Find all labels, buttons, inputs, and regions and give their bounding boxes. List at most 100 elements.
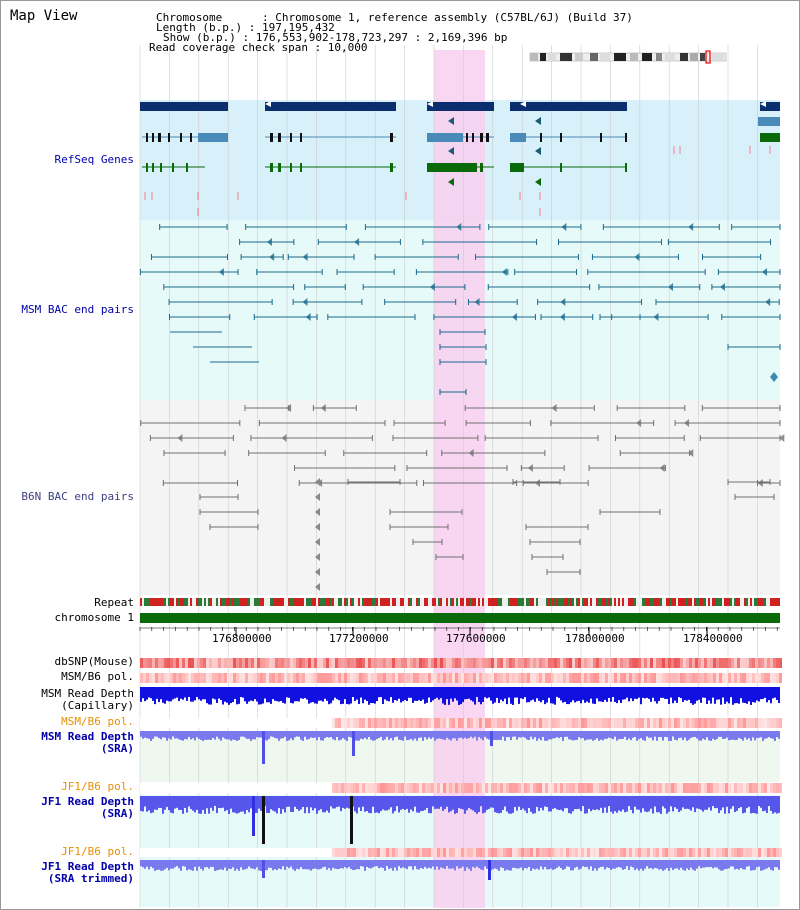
heat-cell [149,848,152,857]
heat-cell [503,718,506,728]
read-depth-bar [396,860,398,871]
heat-cell [743,848,746,857]
heat-cell [329,673,332,683]
repeat-mark [358,598,360,606]
heat-cell [497,658,500,668]
read-depth-bar [452,731,454,739]
heat-cell [713,658,716,668]
heat-cell [212,848,215,857]
heat-cell [185,783,188,793]
heat-cell [479,658,482,668]
repeat-mark [146,598,148,606]
heat-cell [614,718,617,728]
read-depth-bar [438,687,440,700]
read-depth-bar [458,687,460,705]
track-label-msm-bac[interactable]: MSM BAC end pairs [21,303,134,316]
read-depth-bar [712,796,714,807]
heat-cell [527,783,530,793]
read-depth-bar [618,731,620,740]
read-depth-bar [610,860,612,870]
read-depth-bar [468,796,470,808]
read-depth-bar [730,687,732,698]
repeat-mark [258,598,260,606]
read-depth-bar [470,860,472,871]
read-depth-bar [496,796,498,813]
read-depth-bar [410,687,412,698]
read-depth-bar [704,687,706,698]
read-depth-bar [464,687,466,700]
read-depth-bar [690,796,692,811]
heat-cell [293,848,296,857]
repeat-mark [534,598,536,606]
heat-cell [773,658,776,668]
heat-cell [209,718,212,728]
read-depth-bar [702,860,704,868]
read-depth-bar [706,731,708,738]
track-label-jf1-depth-trim-2: (SRA trimmed) [47,872,134,885]
read-depth-bar [418,796,420,813]
read-depth-bar [506,731,508,737]
read-depth-bar [320,796,322,810]
heat-cell [335,783,338,793]
read-depth-bar [170,687,172,702]
read-depth-bar [238,796,240,813]
heat-cell [272,848,275,857]
read-depth-bar [328,860,330,869]
read-depth-bar [484,860,486,867]
heat-cell [485,718,488,728]
track-label-b6n-bac[interactable]: B6N BAC end pairs [21,490,134,503]
read-depth-bar [746,860,748,867]
read-depth-bar [260,796,262,811]
read-depth-bar [648,687,650,699]
heat-cell [509,718,512,728]
heat-cell [758,673,761,683]
read-depth-bar [470,796,472,810]
heat-cell [572,848,575,857]
read-depth-bar [508,731,510,738]
heat-cell [410,848,413,857]
heat-cell [335,718,338,728]
heat-cell [632,718,635,728]
heat-cell [320,718,323,728]
heat-cell [338,673,341,683]
read-depth-bar [640,796,642,813]
heat-cell [548,658,551,668]
repeat-mark [322,598,324,606]
read-depth-bar [432,687,434,701]
read-depth-bar [568,731,570,740]
read-depth-bar [484,687,486,698]
msm-bac-pair-arrow [634,253,640,261]
read-depth-bar [544,860,546,867]
heat-cell [632,848,635,857]
read-depth-bar [676,860,678,869]
repeat-mark [696,598,698,606]
read-depth-bar [232,687,234,703]
read-depth-bar [538,731,540,739]
read-depth-bar [490,687,492,701]
heat-cell [569,658,572,668]
heat-cell [536,783,539,793]
heat-cell [596,848,599,857]
b6n-bac-arrow [315,508,320,516]
refseq-gene-block [760,133,780,142]
heat-cell [593,718,596,728]
heat-cell [140,783,143,793]
heat-cell [674,718,677,728]
heat-cell [320,658,323,668]
read-depth-bar [280,731,282,739]
read-depth-bar [206,731,208,740]
read-depth-bar [148,731,150,739]
read-depth-bar [322,687,324,702]
read-depth-bar [278,796,280,809]
heat-cell [383,783,386,793]
read-depth-bar [570,796,572,814]
repeat-mark [688,598,690,606]
repeat-mark [732,598,734,606]
heat-cell [269,848,272,857]
read-depth-bar [722,860,724,871]
read-depth-bar [292,687,294,704]
repeat-mark [196,598,198,606]
track-label-refseq[interactable]: RefSeq Genes [54,153,134,166]
read-depth-bar [622,860,624,870]
